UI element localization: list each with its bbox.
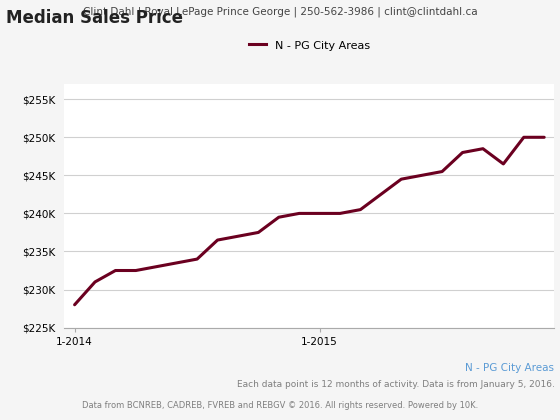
- Text: Data from BCNREB, CADREB, FVREB and REBGV © 2016. All rights reserved. Powered b: Data from BCNREB, CADREB, FVREB and REBG…: [82, 401, 478, 410]
- Legend: N - PG City Areas: N - PG City Areas: [245, 36, 374, 55]
- Text: Median Sales Price: Median Sales Price: [6, 9, 183, 27]
- Text: N - PG City Areas: N - PG City Areas: [465, 363, 554, 373]
- Text: Each data point is 12 months of activity. Data is from January 5, 2016.: Each data point is 12 months of activity…: [236, 380, 554, 389]
- Text: Clint Dahl | Royal LePage Prince George | 250-562-3986 | clint@clintdahl.ca: Clint Dahl | Royal LePage Prince George …: [83, 6, 477, 17]
